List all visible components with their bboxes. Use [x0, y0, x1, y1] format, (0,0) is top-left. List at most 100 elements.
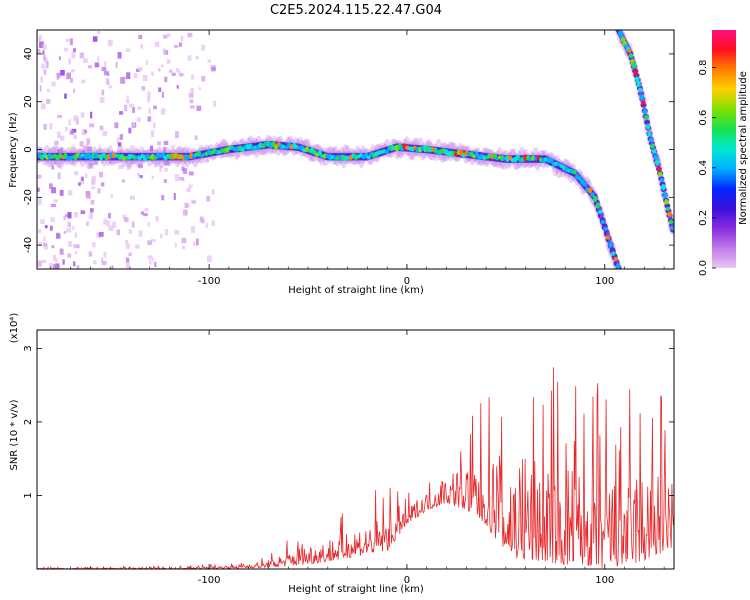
- noise-cell: [201, 44, 206, 51]
- noise-cell: [67, 253, 72, 258]
- trace-core: [659, 178, 665, 182]
- noise-cell: [166, 59, 171, 64]
- noise-cell: [98, 231, 104, 237]
- spectrogram-x-ticks: -100 0 100: [50, 30, 665, 287]
- trace-core: [613, 256, 618, 262]
- noise-cell: [150, 130, 155, 137]
- colorbar-tick-label: 0.2: [698, 210, 709, 226]
- noise-cell: [70, 38, 73, 46]
- noise-cell: [86, 193, 91, 199]
- noise-cell: [162, 48, 166, 55]
- noise-cell: [160, 233, 163, 239]
- noise-cell: [107, 39, 113, 47]
- noise-cell: [140, 211, 144, 215]
- noise-cell: [184, 202, 189, 209]
- noise-cell: [189, 92, 194, 98]
- noise-cell: [136, 117, 141, 122]
- noise-cell: [116, 137, 120, 144]
- noise-cell: [39, 41, 44, 49]
- noise-cell: [211, 220, 215, 227]
- trace-core: [572, 169, 577, 175]
- noise-cell: [40, 76, 43, 83]
- noise-cell: [93, 159, 99, 165]
- noise-cell: [198, 87, 201, 91]
- noise-cell: [48, 183, 53, 189]
- noise-cell: [129, 103, 134, 108]
- noise-cell: [118, 164, 124, 170]
- noise-cell: [103, 61, 107, 66]
- trace-core: [668, 219, 674, 225]
- noise-cell: [112, 221, 117, 229]
- noise-cell: [80, 176, 84, 181]
- trace-core: [661, 183, 666, 191]
- noise-cell: [92, 36, 98, 42]
- noise-cell: [138, 230, 143, 237]
- noise-cell: [68, 119, 71, 126]
- noise-cell: [59, 189, 64, 196]
- noise-cell: [125, 75, 129, 79]
- trace-edge: [664, 203, 671, 209]
- noise-cell: [138, 34, 143, 40]
- noise-cell: [88, 163, 94, 169]
- colorbar-gradient: [712, 30, 736, 268]
- noise-cell: [38, 229, 42, 234]
- noise-cell: [67, 221, 70, 227]
- noise-cell: [191, 200, 197, 204]
- trace-core: [587, 187, 593, 194]
- noise-cell: [104, 70, 109, 76]
- trace-core: [650, 143, 655, 149]
- noise-cell: [88, 212, 94, 219]
- noise-cell: [99, 125, 104, 131]
- noise-cell: [49, 123, 53, 130]
- noise-cell: [66, 72, 71, 80]
- noise-cell: [115, 61, 118, 68]
- noise-cell: [119, 111, 124, 115]
- noise-cell: [56, 73, 60, 80]
- noise-cell: [63, 215, 66, 221]
- trace-core: [605, 235, 611, 240]
- noise-cell: [128, 229, 132, 234]
- snr-panel: -100 0 100 1 2 3 Height of straight line (km…: [9, 313, 675, 595]
- noise-cell: [147, 255, 153, 259]
- snr-x-ticks: -100 0 100: [50, 330, 665, 586]
- noise-cell: [86, 138, 91, 145]
- noise-cell: [190, 105, 195, 109]
- noise-cell: [207, 59, 212, 63]
- noise-cell: [213, 100, 217, 107]
- noise-cell: [149, 260, 152, 265]
- noise-cell: [151, 175, 155, 180]
- noise-cell: [178, 42, 183, 47]
- noise-cell: [125, 99, 130, 104]
- trace-core: [653, 154, 658, 160]
- noise-cell: [41, 259, 47, 264]
- noise-cell: [73, 212, 79, 218]
- noise-cell: [73, 115, 78, 122]
- x-tick-label: 0: [404, 276, 410, 287]
- trace-core: [595, 202, 600, 209]
- noise-cell: [205, 223, 209, 228]
- noise-cell: [125, 243, 130, 249]
- noise-cell: [86, 221, 89, 226]
- noise-cell: [117, 52, 122, 59]
- noise-cell: [173, 44, 179, 49]
- noise-cell: [175, 131, 179, 138]
- trace-core: [647, 131, 652, 137]
- noise-cell: [170, 145, 175, 152]
- noise-cell: [137, 106, 142, 110]
- noise-cell: [130, 145, 135, 152]
- noise-cell: [42, 44, 47, 50]
- x-tick-label: 100: [595, 575, 614, 586]
- noise-cell: [121, 179, 126, 183]
- noise-cell: [58, 56, 61, 61]
- noise-cell: [187, 32, 193, 38]
- noise-cell: [108, 225, 114, 231]
- noise-cell: [180, 35, 184, 42]
- noise-cell: [147, 240, 152, 246]
- trace-core: [664, 198, 669, 205]
- noise-cell: [84, 129, 88, 134]
- noise-cell: [102, 131, 108, 136]
- noise-cell: [179, 176, 184, 181]
- noise-cell: [107, 212, 111, 219]
- noise-cell: [69, 130, 75, 135]
- noise-cell: [98, 145, 101, 152]
